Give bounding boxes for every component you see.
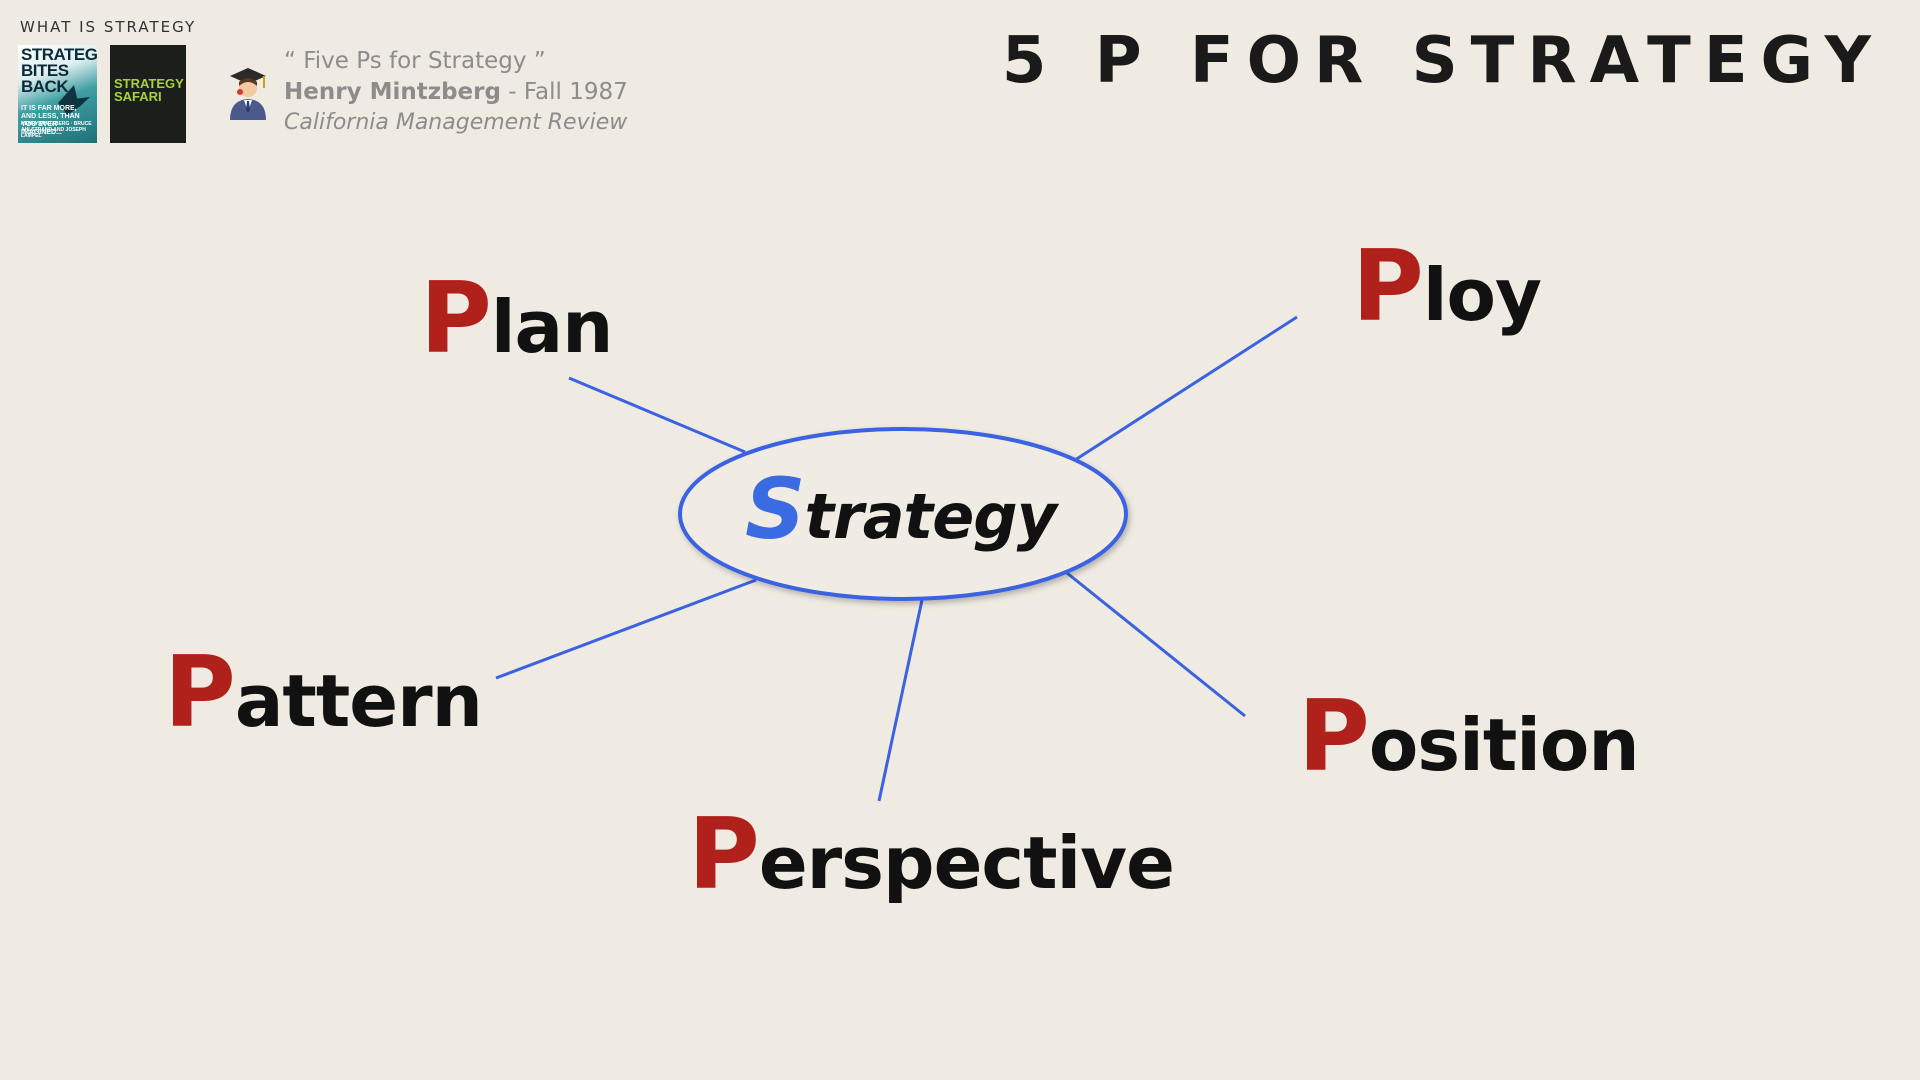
book-authors: HENRY MINTZBERG · BRUCE AHLSTRAND AND JO… [21,121,92,139]
p-item-position: Position [1298,680,1640,794]
p-rest: osition [1368,703,1640,787]
reference-author-line: Henry Mintzberg - Fall 1987 [284,79,628,105]
p-initial: P [1298,680,1370,794]
p-initial: P [420,262,492,376]
p-rest: lan [490,285,614,369]
p-initial: P [164,636,236,750]
reference-title: “ Five Ps for Strategy ” [284,48,546,74]
reference-date: - Fall 1987 [500,79,628,105]
page-title: 5 P FOR STRATEGY [1001,24,1884,98]
p-rest: erspective [758,821,1175,905]
connector-plan [568,376,746,454]
graduate-person-icon [230,68,266,120]
connector-ploy [1074,315,1298,462]
book-cover-strategy-bites-back: STRATEGY BITES BACK IT IS FAR MORE, AND … [18,45,97,143]
reference-journal: California Management Review [284,110,628,135]
book-title-line: STRATEGY [114,76,184,91]
p-rest: loy [1422,253,1542,337]
p-item-perspective: Perspective [688,798,1175,912]
p-item-plan: Plan [420,262,614,376]
p-initial: P [688,798,760,912]
book-subtitle-line: IT IS FAR MORE, [21,105,77,112]
connector-pattern [495,578,757,680]
strategy-rest: trategy [804,480,1058,553]
book-title-line: BACK [21,77,69,96]
strategy-initial: S [745,460,805,558]
book-title-line: SAFARI [114,89,162,104]
strategy-ellipse [678,427,1128,601]
connector-position [1066,571,1246,718]
p-item-ploy: Ploy [1352,230,1542,344]
connector-perspective [877,599,924,802]
book-subtitle-line: AND LESS, THAN [21,113,80,120]
book-cover-strategy-safari: STRATEGY SAFARI [110,45,186,143]
p-initial: P [1352,230,1424,344]
p-item-pattern: Pattern [164,636,483,750]
reference-author: Henry Mintzberg [284,79,501,105]
section-label: WHAT IS STRATEGY [20,18,197,36]
book-title-line: STRATEGY [21,45,97,64]
p-rest: attern [234,659,483,743]
book-title-line: BITES [21,61,69,80]
book-subtitle-line: YOU EVER IMAGINED... [21,121,62,136]
strategy-label: Strategy [745,460,1058,558]
